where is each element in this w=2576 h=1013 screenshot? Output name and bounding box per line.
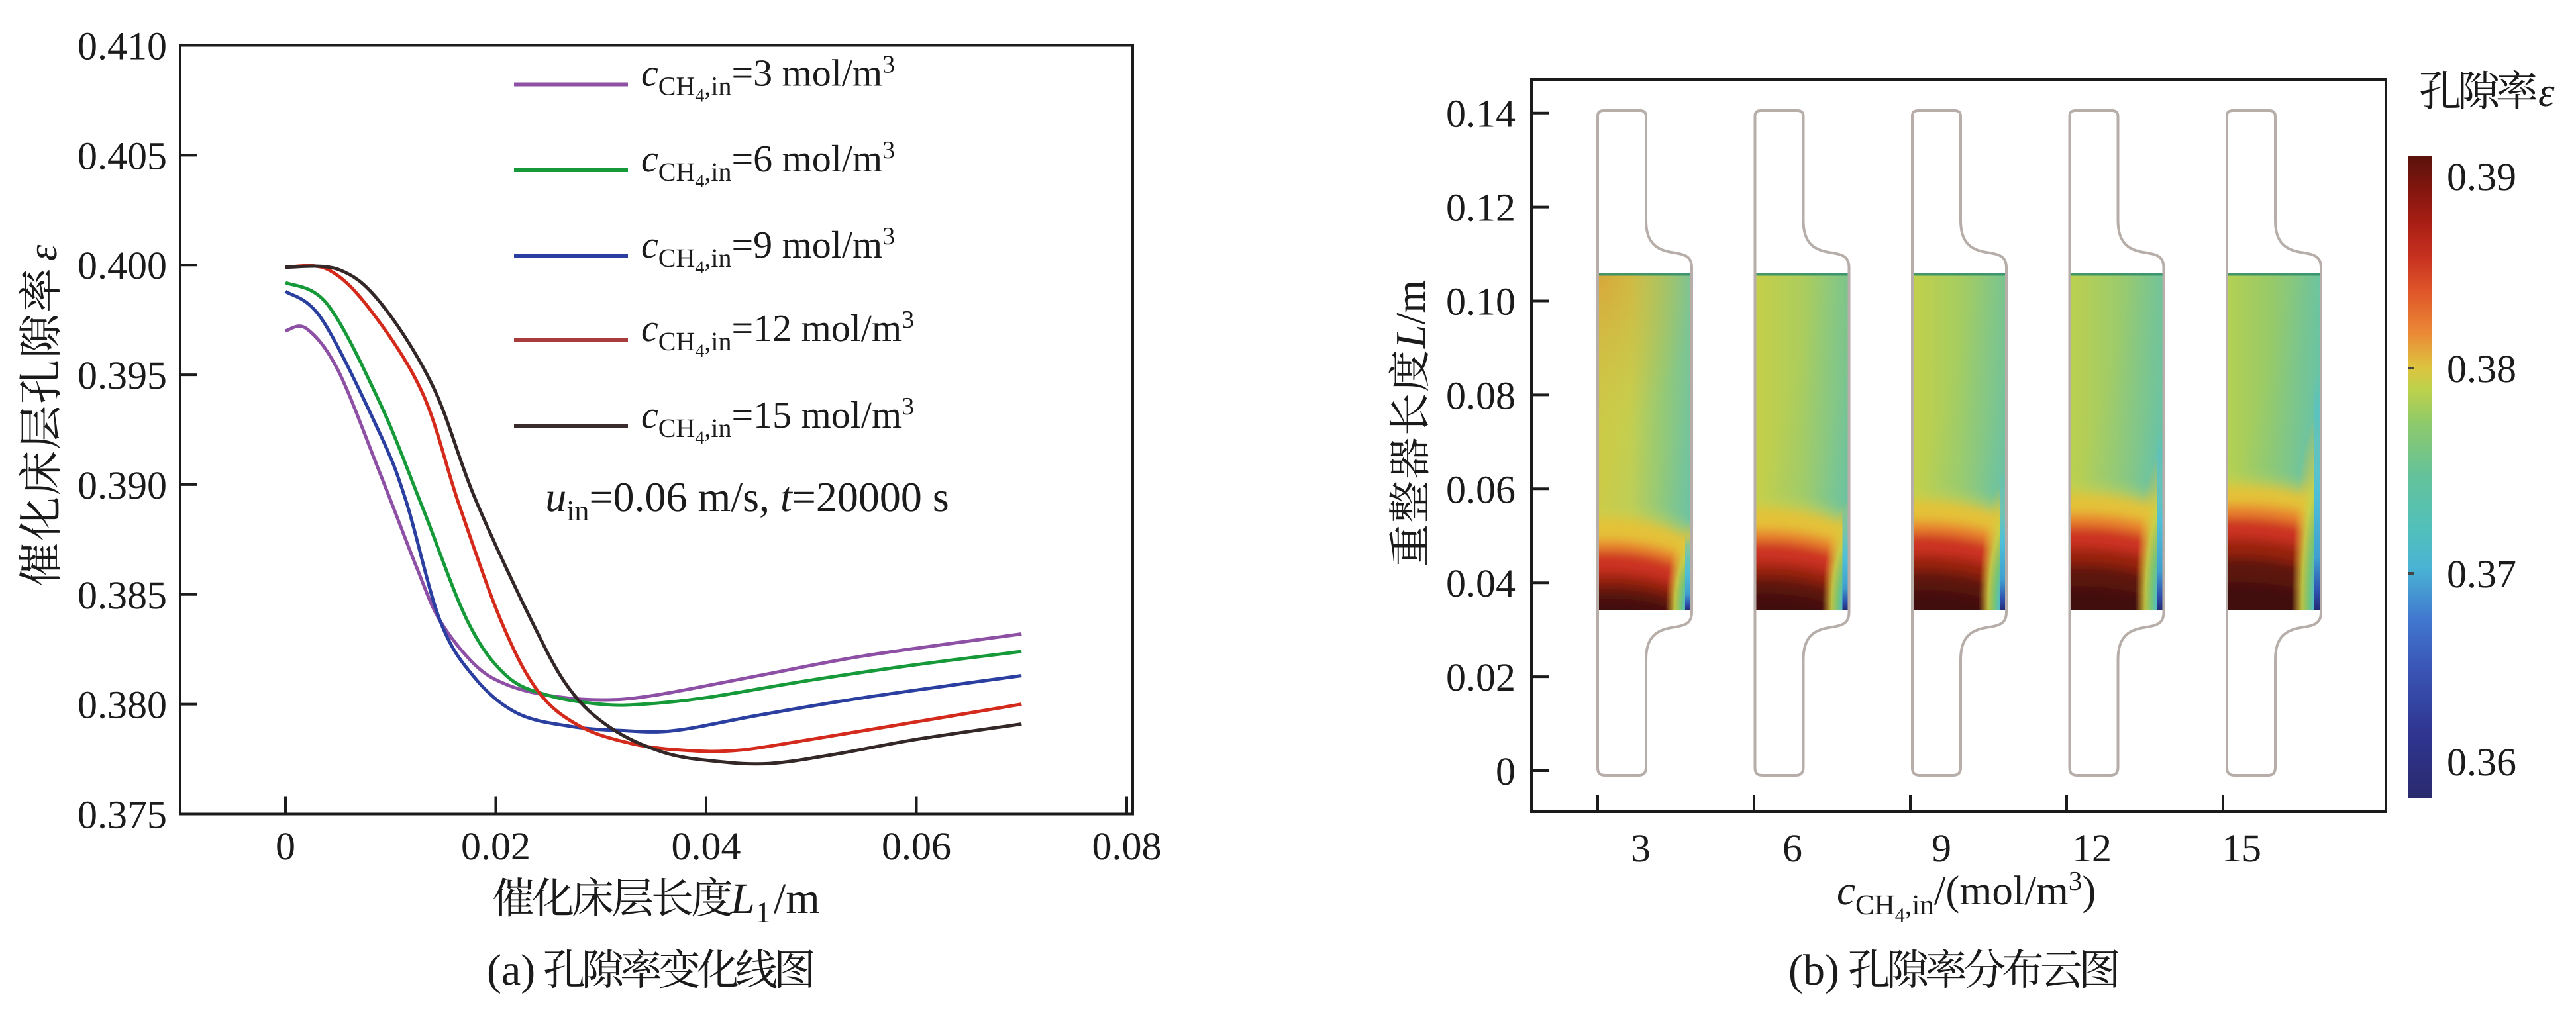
svg-text:0.10: 0.10	[1446, 280, 1516, 324]
svg-text:0.405: 0.405	[77, 134, 167, 177]
svg-text:0.36: 0.36	[2447, 740, 2516, 784]
svg-text:12: 12	[2072, 826, 2112, 870]
svg-text:/m: /m	[774, 875, 820, 923]
svg-text:0.385: 0.385	[77, 573, 167, 617]
svg-text:0.02: 0.02	[1446, 655, 1516, 699]
svg-text:0.08: 0.08	[1446, 373, 1516, 417]
svg-text:0.395: 0.395	[77, 354, 167, 397]
svg-text:ε: ε	[21, 244, 66, 261]
svg-text:cCH4,in=6 mol/m3: cCH4,in=6 mol/m3	[641, 136, 895, 192]
svg-text:0.12: 0.12	[1446, 186, 1516, 230]
svg-text:0.390: 0.390	[77, 463, 167, 507]
svg-text:0.08: 0.08	[1092, 824, 1162, 868]
svg-text:0: 0	[1496, 749, 1516, 793]
svg-text:0.380: 0.380	[77, 683, 167, 727]
svg-text:cCH4,in=3 mol/m3: cCH4,in=3 mol/m3	[641, 51, 895, 107]
svg-text:0.04: 0.04	[672, 824, 741, 868]
svg-text:0.400: 0.400	[77, 244, 167, 287]
svg-text:ε: ε	[2538, 70, 2555, 115]
svg-text:3: 3	[1631, 826, 1651, 870]
svg-text:0.06: 0.06	[1446, 467, 1516, 511]
svg-text:0.14: 0.14	[1446, 92, 1516, 136]
svg-text:9: 9	[1932, 826, 1951, 870]
svg-text:6: 6	[1782, 826, 1802, 870]
svg-text:cCH4,in=9 mol/m3: cCH4,in=9 mol/m3	[641, 222, 895, 278]
svg-text:0.39: 0.39	[2447, 155, 2516, 199]
svg-text:(b): (b)	[1788, 946, 1839, 994]
svg-text:0.37: 0.37	[2447, 552, 2516, 596]
svg-text:L/m: L/m	[1387, 280, 1434, 349]
svg-text:uin=0.06 m/s, t=20000 s: uin=0.06 m/s, t=20000 s	[545, 473, 949, 527]
svg-text:(a): (a)	[487, 946, 535, 994]
svg-text:0.04: 0.04	[1446, 561, 1516, 605]
svg-text:0.410: 0.410	[77, 24, 167, 68]
svg-text:15: 15	[2222, 826, 2261, 870]
svg-text:L: L	[730, 875, 755, 923]
svg-text:0.06: 0.06	[882, 824, 951, 868]
svg-text:0: 0	[276, 824, 295, 868]
svg-text:0.375: 0.375	[77, 793, 167, 837]
svg-text:cCH4,in=12 mol/m3: cCH4,in=12 mol/m3	[641, 306, 914, 362]
svg-text:0.38: 0.38	[2447, 347, 2516, 391]
svg-text:cCH4,in=15 mol/m3: cCH4,in=15 mol/m3	[641, 393, 914, 448]
svg-text:cCH4,in/(mol/m3): cCH4,in/(mol/m3)	[1837, 865, 2096, 926]
svg-text:0.02: 0.02	[461, 824, 531, 868]
